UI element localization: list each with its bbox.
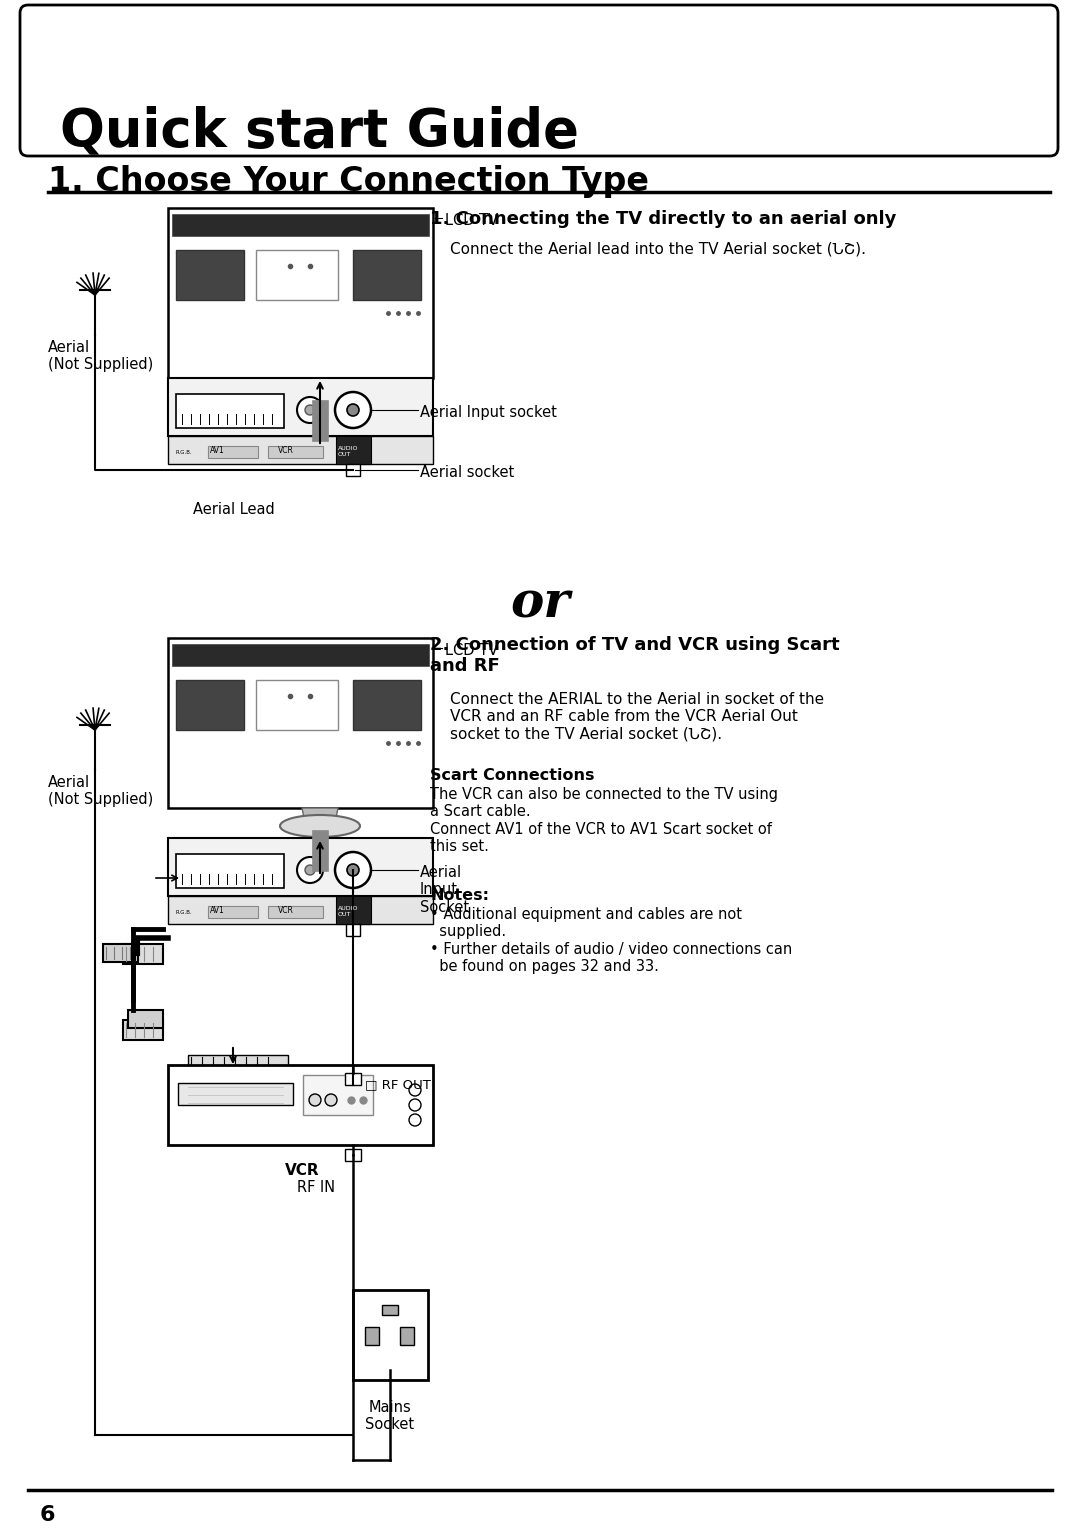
Bar — [268, 446, 323, 458]
Text: 1. Choose Your Connection Type: 1. Choose Your Connection Type — [48, 165, 649, 199]
Text: VCR: VCR — [285, 1163, 320, 1178]
Bar — [256, 680, 338, 730]
Bar — [382, 1305, 399, 1316]
Text: Connect the Aerial lead into the TV Aerial socket (ՆՇ).: Connect the Aerial lead into the TV Aeri… — [450, 241, 866, 257]
Circle shape — [335, 393, 372, 428]
Ellipse shape — [280, 814, 360, 837]
Circle shape — [409, 1083, 421, 1096]
Circle shape — [297, 857, 323, 883]
Text: Aerial Lead: Aerial Lead — [193, 503, 274, 516]
Bar — [123, 944, 163, 964]
Text: Notes:: Notes: — [430, 888, 489, 903]
Bar — [353, 680, 421, 730]
Bar — [336, 435, 372, 465]
Bar — [353, 251, 421, 299]
Text: LCD TV: LCD TV — [445, 212, 498, 228]
Text: 6: 6 — [40, 1505, 55, 1525]
Text: Quick start Guide: Quick start Guide — [60, 105, 579, 157]
Text: Mains
Socket: Mains Socket — [365, 1400, 415, 1432]
Bar — [178, 1083, 293, 1105]
Circle shape — [347, 863, 359, 876]
Bar — [129, 1010, 163, 1028]
Bar — [346, 465, 360, 477]
Polygon shape — [302, 808, 338, 837]
Bar — [346, 924, 360, 937]
Circle shape — [309, 1094, 321, 1106]
Bar — [176, 854, 284, 888]
Text: Scart Connections: Scart Connections — [430, 769, 594, 782]
Bar — [168, 1065, 433, 1144]
Bar — [353, 1290, 428, 1380]
Bar — [336, 895, 372, 924]
Bar — [188, 1054, 288, 1067]
Bar — [168, 639, 433, 808]
Text: R.G.B.: R.G.B. — [176, 451, 192, 455]
Circle shape — [305, 865, 315, 876]
Bar — [291, 431, 350, 443]
Bar — [256, 251, 338, 299]
Text: The VCR can also be connected to the TV using
a Scart cable.
Connect AV1 of the : The VCR can also be connected to the TV … — [430, 787, 778, 854]
Bar — [365, 1326, 379, 1345]
Text: 1. Connecting the TV directly to an aerial only: 1. Connecting the TV directly to an aeri… — [430, 209, 896, 228]
Text: AV1: AV1 — [210, 446, 225, 455]
Text: RF IN: RF IN — [297, 1180, 335, 1195]
Text: AUDIO
OUT: AUDIO OUT — [338, 906, 359, 917]
Bar — [345, 1073, 361, 1085]
Bar — [168, 895, 433, 924]
Bar — [291, 860, 350, 872]
Bar — [123, 1021, 163, 1041]
Text: □ RF OUT: □ RF OUT — [365, 1077, 431, 1091]
Bar — [103, 944, 138, 963]
Circle shape — [347, 403, 359, 416]
Text: or: or — [510, 581, 570, 630]
Text: AV1: AV1 — [210, 906, 225, 915]
Text: VCR: VCR — [278, 446, 294, 455]
Bar — [208, 446, 258, 458]
Text: VCR: VCR — [278, 906, 294, 915]
Polygon shape — [302, 377, 338, 408]
Bar — [168, 377, 433, 435]
Circle shape — [409, 1099, 421, 1111]
Text: Connect the AERIAL to the Aerial in socket of the
VCR and an RF cable from the V: Connect the AERIAL to the Aerial in sock… — [450, 692, 824, 741]
Text: 2. Connection of TV and VCR using Scart
and RF: 2. Connection of TV and VCR using Scart … — [430, 636, 839, 675]
Circle shape — [305, 405, 315, 416]
Bar — [176, 680, 244, 730]
Bar — [303, 1076, 373, 1115]
Text: Aerial Input socket: Aerial Input socket — [420, 405, 557, 420]
Text: • Additional equipment and cables are not
  supplied.
• Further details of audio: • Additional equipment and cables are no… — [430, 908, 793, 975]
Text: R.G.B.: R.G.B. — [176, 911, 192, 915]
Bar — [168, 435, 433, 465]
Bar — [345, 1149, 361, 1161]
FancyBboxPatch shape — [21, 5, 1058, 156]
Bar — [172, 214, 429, 235]
Bar — [168, 208, 433, 377]
Text: Aerial
Input
Socket: Aerial Input Socket — [420, 865, 469, 915]
Bar — [176, 251, 244, 299]
Text: Aerial socket: Aerial socket — [420, 465, 514, 480]
Text: AUDIO
OUT: AUDIO OUT — [338, 446, 359, 457]
Circle shape — [409, 1114, 421, 1126]
Text: Aerial
(Not Supplied): Aerial (Not Supplied) — [48, 775, 153, 807]
Text: Aerial
(Not Supplied): Aerial (Not Supplied) — [48, 341, 153, 373]
Bar — [268, 906, 323, 918]
Bar — [400, 1326, 414, 1345]
Text: LCD TV: LCD TV — [445, 643, 498, 659]
Bar — [172, 643, 429, 666]
Bar — [176, 394, 284, 428]
Ellipse shape — [280, 385, 360, 406]
Circle shape — [297, 397, 323, 423]
Bar — [168, 837, 433, 895]
Circle shape — [325, 1094, 337, 1106]
Bar — [208, 906, 258, 918]
Circle shape — [335, 853, 372, 888]
